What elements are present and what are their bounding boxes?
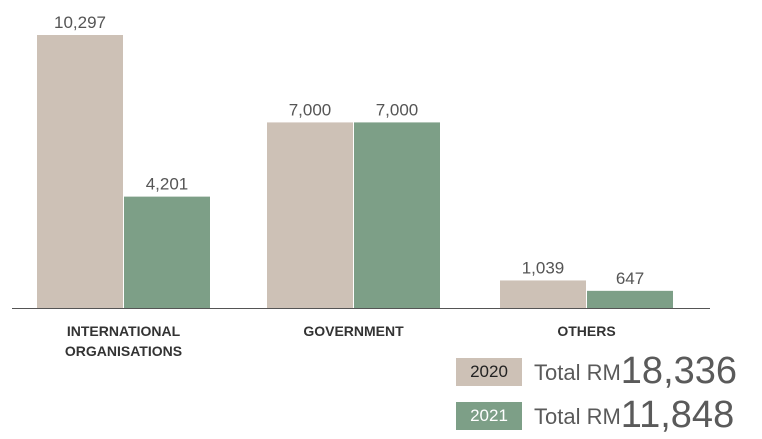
value-label-2020-1: 7,000 [289, 100, 332, 119]
bar-chart: 10,297 7,000 1,039 4,201 7,000 647 INTERNATION… [12, 13, 710, 359]
category-label-0: INTERNATIONAL ORGANISATIONS [65, 323, 182, 359]
bar-2020-1 [267, 122, 353, 309]
value-label-2021-0: 4,201 [146, 175, 189, 194]
legend-swatch-2021: 2021 [456, 402, 522, 430]
legend-total-amount-2021: 11,848 [620, 394, 735, 436]
legend-total-label-2020: Total RM [534, 360, 621, 385]
legend-total-label-2021: Total RM [534, 404, 621, 429]
legend-row-2020: 2020 Total RM 18,336 [456, 352, 737, 390]
legend-row-2021: 2021 Total RM 11,848 [456, 396, 734, 434]
value-label-2020-0: 10,297 [54, 13, 106, 32]
value-label-2021-2: 647 [616, 269, 644, 288]
value-label-2020-2: 1,039 [522, 258, 565, 277]
bar-2020-2 [500, 280, 586, 308]
category-label-2: OTHERS [557, 323, 615, 339]
legend-total-amount-2020: 18,336 [620, 350, 738, 392]
bar-2021-0 [124, 196, 210, 308]
bar-2020-0 [37, 35, 123, 308]
value-label-2021-1: 7,000 [376, 100, 419, 119]
category-label-1: GOVERNMENT [303, 323, 404, 339]
legend-swatch-2020: 2020 [456, 358, 522, 386]
bar-2021-2 [587, 290, 673, 308]
bar-2021-1 [354, 122, 440, 309]
